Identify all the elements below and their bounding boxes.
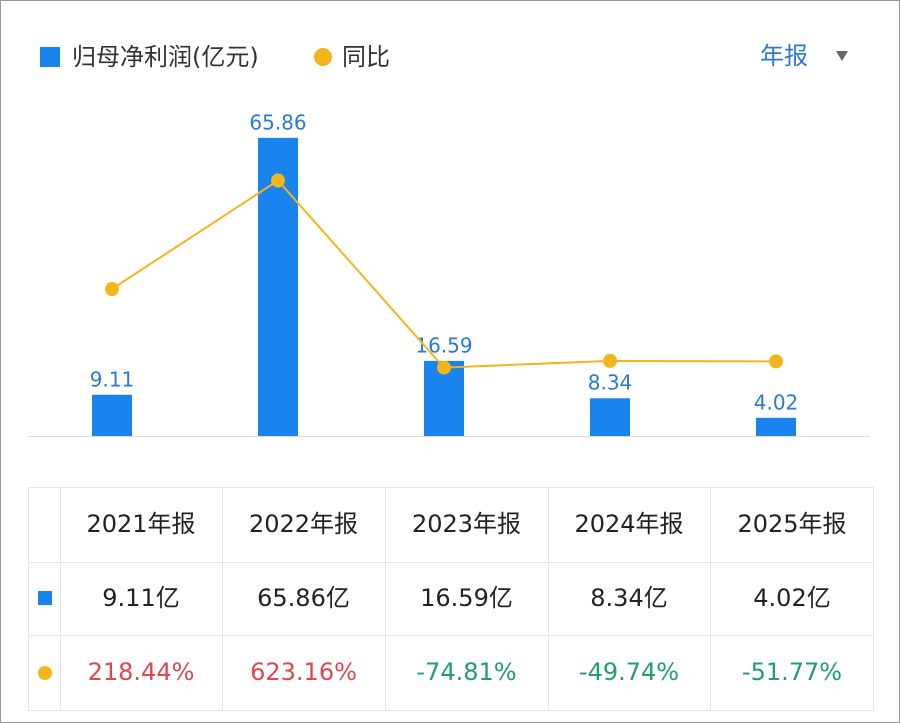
line-point <box>603 353 617 368</box>
table-yoy: -74.81% <box>416 658 516 686</box>
table-header: 2022年报 <box>249 510 358 538</box>
table-header: 2024年报 <box>574 510 683 538</box>
row-marker <box>38 666 52 680</box>
table-yoy: 623.16% <box>250 658 357 686</box>
line-point <box>769 354 783 369</box>
line-point <box>437 360 451 375</box>
bar <box>92 394 132 436</box>
bar-value-label: 9.11 <box>90 367 135 391</box>
period-selector[interactable]: 年报 <box>760 42 848 70</box>
legend-label: 归母净利润(亿元) <box>72 43 259 71</box>
line-point <box>105 282 119 297</box>
dropdown-arrow[interactable] <box>836 51 848 61</box>
table-yoy: -49.74% <box>579 658 679 686</box>
bar-value-label: 65.86 <box>249 110 306 134</box>
table-grid <box>28 487 874 711</box>
table-value: 4.02亿 <box>753 584 830 612</box>
table-header: 2021年报 <box>86 510 195 538</box>
bar <box>756 417 796 436</box>
table-value: 8.34亿 <box>590 584 667 612</box>
table-value: 16.59亿 <box>420 584 513 612</box>
period-label[interactable]: 年报 <box>760 42 808 70</box>
table-yoy: 218.44% <box>88 658 195 686</box>
legend-marker <box>40 47 60 67</box>
row-marker <box>38 591 52 605</box>
table-header: 2025年报 <box>737 510 846 538</box>
table-yoy: -51.77% <box>742 658 842 686</box>
legend-marker <box>314 48 332 66</box>
bar-value-label: 4.02 <box>754 390 799 414</box>
bar <box>590 398 630 436</box>
table-value: 9.11亿 <box>102 584 179 612</box>
bar-value-label: 8.34 <box>588 371 633 395</box>
line-point <box>271 173 285 188</box>
table-header: 2023年报 <box>412 510 521 538</box>
table-value: 65.86亿 <box>257 584 350 612</box>
legend-label: 同比 <box>342 43 390 71</box>
